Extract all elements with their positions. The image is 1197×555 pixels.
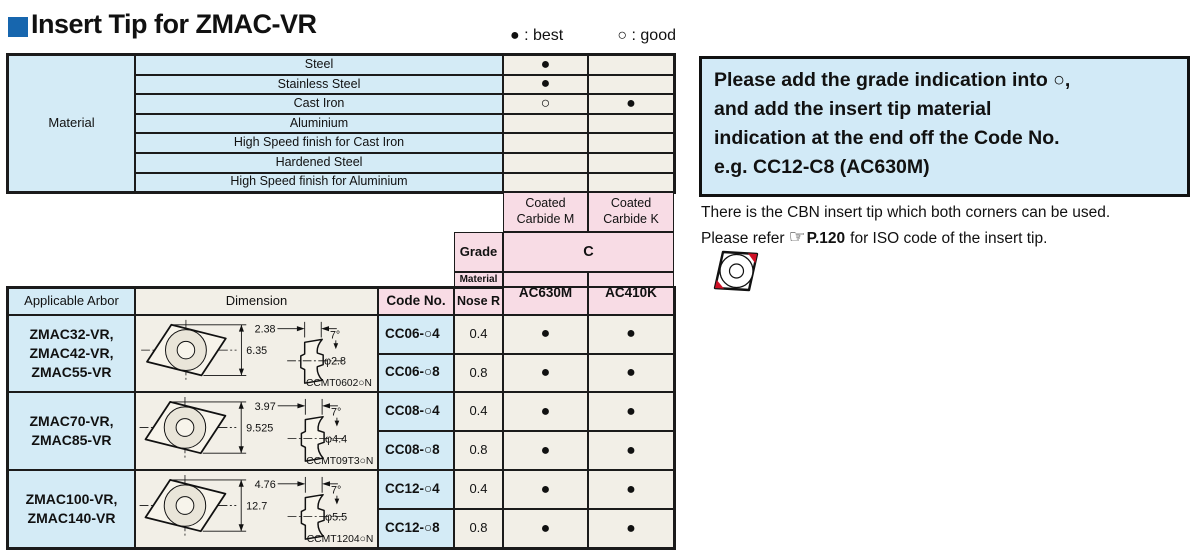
material-name: Aluminium — [135, 113, 503, 134]
code-cell: CC06-○4 — [378, 315, 454, 354]
svg-text:7°: 7° — [331, 485, 341, 497]
rating-dot-cell: ● — [503, 392, 588, 431]
rating-dot-cell: ● — [503, 315, 588, 354]
rating-dot-cell: ● — [503, 509, 588, 548]
arbor-group: ZMAC100-VR, ZMAC140-VR — [8, 470, 135, 548]
svg-text:CCMT09T3○N: CCMT09T3○N — [306, 456, 373, 467]
dimension-cell: 12.7 4.76 7° φ5.5 CCMT1204○N — [135, 470, 378, 548]
nose-r-cell: 0.8 — [454, 353, 503, 392]
rating-dot-cell: ● — [588, 392, 674, 431]
code-cell: CC06-○8 — [378, 353, 454, 392]
refer-post-text: for ISO code of the insert tip. — [850, 230, 1048, 247]
grade-note-box: Please add the grade indication into ○, … — [699, 56, 1190, 197]
svg-text:7°: 7° — [331, 407, 341, 419]
rating-dot-cell — [588, 113, 674, 134]
code-cell: CC12-○4 — [378, 470, 454, 509]
rating-dot-cell: ● — [588, 353, 674, 392]
nose-r-cell: 0.8 — [454, 509, 503, 548]
insert-drawing: 12.7 4.76 7° φ5.5 CCMT1204○N — [139, 474, 374, 545]
material-name: Steel — [135, 55, 503, 75]
material-sub-label: Material — [454, 272, 503, 288]
svg-text:2.38: 2.38 — [255, 324, 276, 336]
rating-dot-cell — [588, 172, 674, 192]
rating-dot-cell: ● — [588, 315, 674, 354]
rating-dot-cell — [503, 133, 588, 153]
svg-text:CCMT0602○N: CCMT0602○N — [306, 378, 372, 389]
svg-text:7°: 7° — [330, 329, 340, 341]
svg-text:3.97: 3.97 — [255, 401, 276, 413]
cbn-insert-tip-icon — [713, 250, 759, 292]
rating-dot-cell: ● — [588, 431, 674, 470]
svg-text:9.525: 9.525 — [246, 422, 273, 434]
rating-dot-cell — [588, 153, 674, 173]
arbor-group: ZMAC32-VR, ZMAC42-VR, ZMAC55-VR — [8, 315, 135, 392]
page-ref-link[interactable]: P.120 — [806, 230, 846, 247]
rating-dot-cell — [588, 133, 674, 153]
grade-ac410k-header: AC410K — [588, 272, 674, 315]
arbor-group: ZMAC70-VR, ZMAC85-VR — [8, 392, 135, 470]
note-line: e.g. CC12-C8 (AC630M) — [714, 156, 930, 178]
rating-dot-cell: ● — [503, 74, 588, 95]
code-no-header: Code No. — [378, 288, 454, 315]
cbn-note-text: There is the CBN insert tip which both c… — [701, 204, 1111, 221]
pointing-hand-icon: ☞ — [788, 227, 806, 248]
svg-text:6.35: 6.35 — [246, 345, 267, 357]
coated-carbide-k-header: Coated Carbide K — [588, 192, 674, 232]
rating-dot-cell: ● — [503, 55, 588, 75]
grade-value: C — [503, 232, 674, 272]
grade-label: Grade — [454, 232, 503, 272]
rating-dot-cell: ○ — [503, 94, 588, 114]
material-row-header: Material — [8, 55, 135, 192]
svg-text:φ4.4: φ4.4 — [325, 433, 347, 445]
note-line: and add the insert tip material — [714, 98, 992, 120]
blue-square-icon — [8, 17, 28, 37]
material-name: High Speed finish for Cast Iron — [135, 133, 503, 153]
code-cell: CC08-○8 — [378, 431, 454, 470]
rating-dot-cell — [503, 172, 588, 192]
code-cell: CC12-○8 — [378, 509, 454, 548]
svg-text:φ5.5: φ5.5 — [325, 511, 347, 523]
code-cell: CC08-○4 — [378, 392, 454, 431]
legend-good: ○ : good — [617, 27, 676, 44]
rating-dot-cell: ● — [588, 94, 674, 114]
material-name: High Speed finish for Aluminium — [135, 172, 503, 192]
coated-carbide-m-header: Coated Carbide M — [503, 192, 588, 232]
rating-dot-cell: ● — [588, 509, 674, 548]
dimension-cell: 9.525 3.97 7° φ4.4 CCMT09T3○N — [135, 392, 378, 470]
page-title: Insert Tip for ZMAC-VR — [31, 9, 317, 39]
refer-line: Please refer ☞ P.120 for ISO code of the… — [701, 226, 1047, 249]
rating-dot-cell: ● — [503, 353, 588, 392]
refer-pre-text: Please refer — [701, 230, 785, 247]
rating-dot-cell — [588, 55, 674, 75]
rating-dot-cell — [588, 74, 674, 95]
insert-drawing: 9.525 3.97 7° φ4.4 CCMT09T3○N — [139, 396, 373, 467]
insert-drawing: 6.35 2.38 7° φ2.8 CCMT0602○N — [141, 319, 372, 389]
svg-text:12.7: 12.7 — [246, 500, 267, 512]
grade-ac630m-header: AC630M — [503, 272, 588, 315]
nose-r-cell: 0.4 — [454, 315, 503, 354]
rating-dot-cell — [503, 113, 588, 134]
material-name: Cast Iron — [135, 94, 503, 114]
nose-r-cell: 0.4 — [454, 470, 503, 509]
nose-r-cell: 0.8 — [454, 431, 503, 470]
svg-text:CCMT1204○N: CCMT1204○N — [307, 534, 374, 545]
nose-r-header: Nose R — [454, 288, 503, 315]
material-name: Hardened Steel — [135, 153, 503, 173]
svg-text:4.76: 4.76 — [255, 479, 276, 491]
dimension-cell: 6.35 2.38 7° φ2.8 CCMT0602○N — [135, 315, 378, 392]
rating-dot-cell: ● — [503, 470, 588, 509]
note-line: Please add the grade indication into ○, — [714, 69, 1071, 91]
rating-dot-cell — [503, 153, 588, 173]
nose-r-cell: 0.4 — [454, 392, 503, 431]
rating-dot-cell: ● — [503, 431, 588, 470]
svg-text:φ2.8: φ2.8 — [324, 356, 346, 368]
dimension-header: Dimension — [135, 288, 378, 315]
material-name: Stainless Steel — [135, 74, 503, 95]
note-line: indication at the end off the Code No. — [714, 127, 1060, 149]
rating-legend: ● : best ○ : good — [510, 27, 676, 45]
applicable-arbor-header: Applicable Arbor — [8, 288, 135, 315]
legend-best: ● : best — [510, 27, 564, 44]
rating-dot-cell: ● — [588, 470, 674, 509]
